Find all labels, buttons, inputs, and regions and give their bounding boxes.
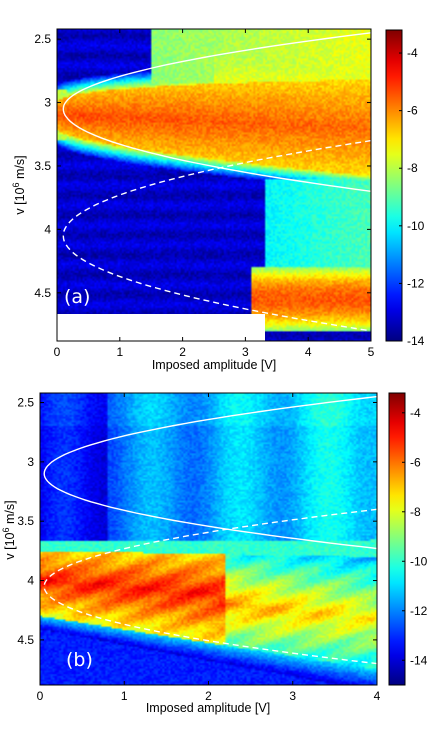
panel-b-heatmap [40,393,377,685]
panel-a-colorbar-tick-label: -6 [407,104,418,118]
panel-b-colorbar-tick-label: -4 [410,406,421,420]
panel-b-y-ticks: 2.5 3 3.5 4 4.5 [17,395,377,647]
panel-a-colorbar-tick-label: -12 [407,276,425,290]
panel-b-y-tick-label: 3.5 [17,514,34,528]
panel-b-colorbar [388,392,406,686]
panel-a-y-tick-label: 4.5 [34,286,51,300]
panel-a-curves [62,32,372,332]
panel-a-y-tick-label: 3 [44,96,51,110]
panel-b-curve-solid [43,395,378,550]
panel-a-x-ticks: 0 1 2 3 4 5 [54,29,375,359]
panel-b-colorbar-tick-label: -10 [410,554,428,568]
panel-b-y-axis-label: v [106 m/s] [1,500,17,559]
panel-a-label: (a) [64,286,90,308]
panel-b-x-ticks: 0 1 2 3 4 [37,393,381,703]
panel-a-y-tick-label: 3.5 [34,159,51,173]
panel-a-y-tick-label: 4 [44,222,51,236]
panel-a-frame [56,28,372,342]
panel-b-label: (b) [66,649,93,671]
panel-b-x-tick-label: 1 [121,689,128,703]
panel-a-x-tick-label: 1 [116,345,123,359]
panel-a-x-tick-label: 4 [305,345,312,359]
panel-b-x-tick-label: 4 [374,689,381,703]
panel-a-colorbar-tick-label: -8 [407,161,418,175]
panel-a-x-axis-label: Imposed amplitude [V] [152,358,276,372]
panel-a-y-ticks: 2.5 3 3.5 4 4.5 [34,32,371,300]
panel-b-y-tick-label: 4.5 [17,633,34,647]
panel-b-x-tick-label: 2 [205,689,212,703]
panel-a-y-tick-label: 2.5 [34,32,51,46]
panel-b-colorbar-ticks: -4 -6 -8 -10 -12 -14 [402,406,428,667]
panel-a-x-tick-label: 3 [242,345,249,359]
panel-a-heatmap [57,29,371,341]
panel-b-y-tick-label: 3 [27,455,34,469]
panel-b: (b) 0 1 2 3 4 2.5 3 3.5 4 4.5 Imposed amplitude … [1,392,428,715]
panel-a-missing-data [57,314,265,341]
panel-a-x-tick-label: 5 [368,345,375,359]
panel-a-colorbar-tick-label: -14 [407,334,425,348]
panel-a-colorbar-tick-label: -4 [407,46,418,60]
panel-b-x-tick-label: 0 [37,689,44,703]
panel-b-x-axis-label: Imposed amplitude [V] [146,701,270,715]
panel-a-colorbar-ticks: -4 -6 -8 -10 -12 -14 [399,46,425,348]
panel-a-y-axis-label: v [106 m/s] [11,155,27,214]
panel-b-curves [43,395,378,665]
panel-b-colorbar-tick-label: -14 [410,653,428,667]
panel-b-y-tick-label: 4 [27,574,34,588]
panel-b-colorbar-tick-label: -6 [410,455,421,469]
panel-b-x-tick-label: 3 [289,689,296,703]
panel-a-curve-dashed [62,139,372,332]
panel-b-colorbar-tick-label: -8 [410,505,421,519]
panel-a: (a) 0 1 2 3 4 5 2.5 3 3.5 4 4.5 Imposed amplitude… [11,28,425,372]
panel-a-colorbar-tick-label: -10 [407,219,425,233]
panel-b-y-tick-label: 2.5 [17,395,34,409]
panel-a-curve-solid [62,32,372,192]
panel-a-colorbar [385,29,403,342]
panel-a-x-tick-label: 0 [54,345,61,359]
panel-b-colorbar-tick-label: -12 [410,604,428,618]
panel-a-x-tick-label: 2 [179,345,186,359]
